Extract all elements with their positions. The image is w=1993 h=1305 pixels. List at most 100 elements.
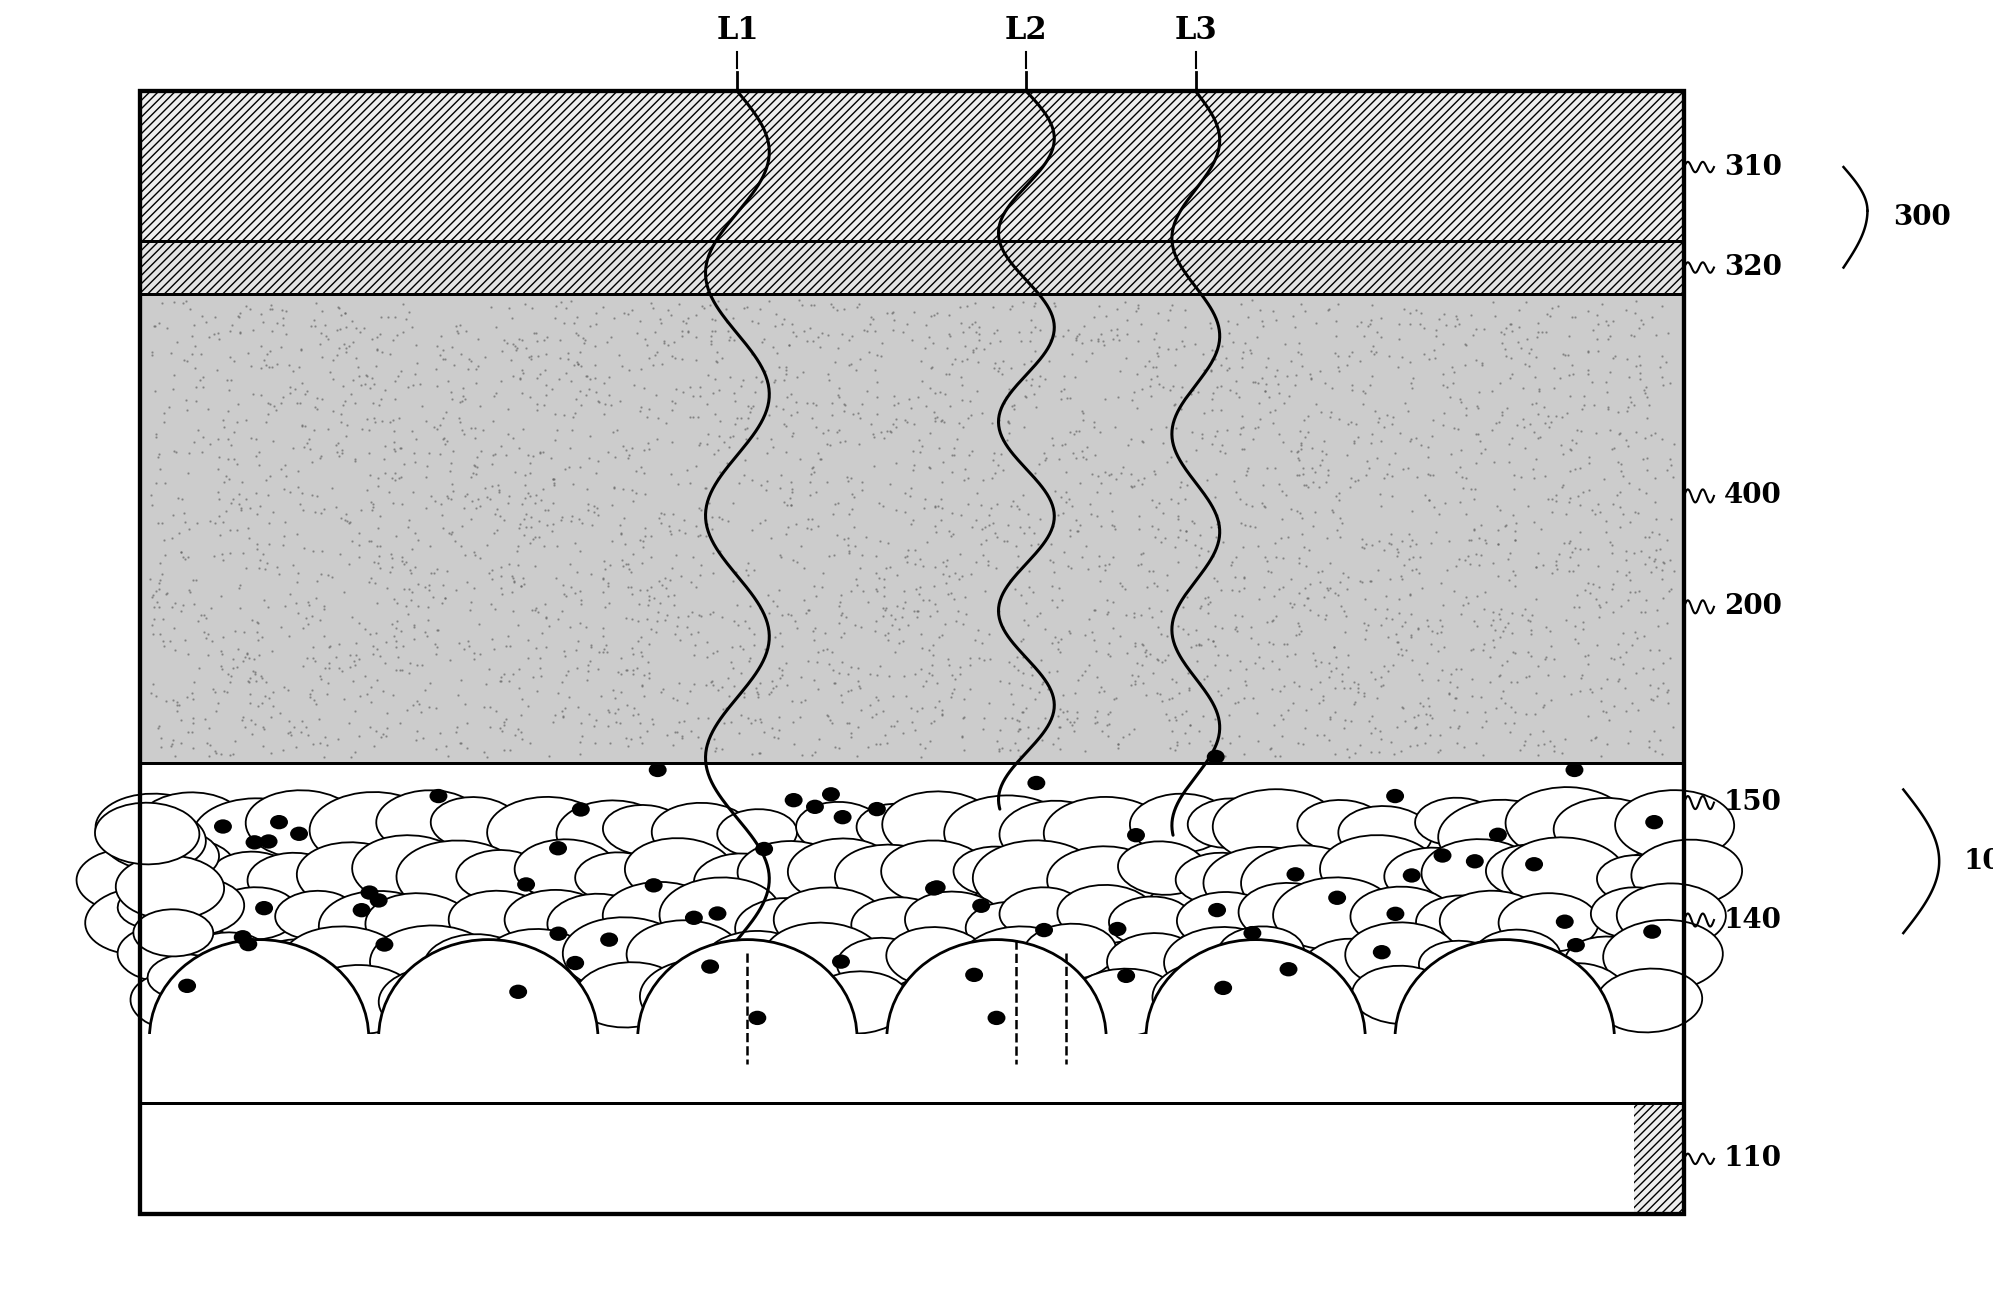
Point xyxy=(1341,427,1373,448)
Point xyxy=(907,589,939,609)
Point xyxy=(343,612,375,633)
Point xyxy=(1166,619,1198,639)
Point xyxy=(1008,609,1040,630)
Point xyxy=(305,540,337,561)
Point xyxy=(933,565,965,586)
Point xyxy=(1317,637,1349,658)
Point xyxy=(739,591,771,612)
Point xyxy=(759,395,791,416)
Point xyxy=(696,518,727,539)
Point xyxy=(769,308,801,329)
Point xyxy=(749,361,781,382)
Point xyxy=(941,611,973,632)
Point xyxy=(710,299,741,320)
Point xyxy=(751,471,783,492)
Ellipse shape xyxy=(484,929,592,992)
Point xyxy=(797,630,829,651)
Point xyxy=(1479,305,1511,326)
Point xyxy=(157,596,189,617)
Point xyxy=(1042,596,1074,617)
Ellipse shape xyxy=(430,797,520,851)
Point xyxy=(427,576,458,596)
Ellipse shape xyxy=(1108,897,1192,946)
Point xyxy=(1555,386,1586,407)
Point xyxy=(951,296,983,317)
Point xyxy=(753,684,785,705)
Ellipse shape xyxy=(1339,806,1433,863)
Point xyxy=(678,673,710,694)
Point xyxy=(823,613,855,634)
Ellipse shape xyxy=(1403,868,1421,882)
Point xyxy=(907,638,939,659)
Point xyxy=(634,438,666,459)
Point xyxy=(1584,690,1616,711)
Point xyxy=(1192,603,1224,624)
Point xyxy=(1555,438,1586,459)
Point xyxy=(811,433,843,454)
Point xyxy=(895,478,927,499)
Point xyxy=(450,544,482,565)
Point xyxy=(311,419,343,440)
Point xyxy=(287,656,319,677)
Point xyxy=(1407,318,1439,339)
Point xyxy=(859,455,891,476)
Point xyxy=(361,355,393,376)
Point xyxy=(1604,423,1636,444)
Point xyxy=(1541,555,1572,576)
Point xyxy=(1329,621,1361,642)
Point xyxy=(1630,428,1662,449)
Point xyxy=(1098,591,1130,612)
Point xyxy=(769,360,801,381)
Point xyxy=(458,649,490,669)
Point xyxy=(700,351,731,372)
Point xyxy=(468,697,500,718)
Point xyxy=(861,703,893,724)
Point xyxy=(1445,457,1477,478)
Point xyxy=(861,372,893,393)
Point xyxy=(1618,543,1650,564)
Point xyxy=(1066,664,1098,685)
Point xyxy=(1092,705,1124,726)
Point xyxy=(791,651,823,672)
Point xyxy=(1250,356,1281,377)
Point xyxy=(1114,723,1146,744)
Point xyxy=(1515,611,1547,632)
Point xyxy=(460,372,492,393)
Point xyxy=(698,728,729,749)
Point xyxy=(1423,724,1455,745)
Point xyxy=(805,577,837,598)
Point xyxy=(1586,701,1618,722)
Point xyxy=(514,485,546,506)
Point xyxy=(1379,743,1411,763)
Point xyxy=(634,590,666,611)
Point xyxy=(1598,311,1630,331)
Point xyxy=(452,348,484,369)
Point xyxy=(1124,505,1156,526)
Point xyxy=(636,294,668,315)
Point xyxy=(1501,672,1533,693)
Point xyxy=(715,711,747,732)
Point xyxy=(574,316,606,337)
Point xyxy=(1467,355,1499,376)
Point xyxy=(1287,536,1319,557)
Point xyxy=(656,399,688,420)
Point xyxy=(1648,673,1680,694)
Point xyxy=(845,699,877,720)
Point xyxy=(456,462,488,483)
Point xyxy=(897,459,929,480)
Point xyxy=(177,431,209,452)
Point xyxy=(889,408,921,429)
Point xyxy=(1515,338,1547,359)
Point xyxy=(325,411,357,432)
Point xyxy=(1236,496,1268,517)
Point xyxy=(1230,333,1262,354)
Point xyxy=(329,504,361,525)
Point xyxy=(438,531,470,552)
Point xyxy=(1319,701,1351,722)
Point xyxy=(1088,389,1120,410)
Point xyxy=(351,408,383,429)
Point xyxy=(387,636,419,656)
Point xyxy=(434,461,466,482)
Point xyxy=(949,689,981,710)
Point xyxy=(239,446,271,467)
